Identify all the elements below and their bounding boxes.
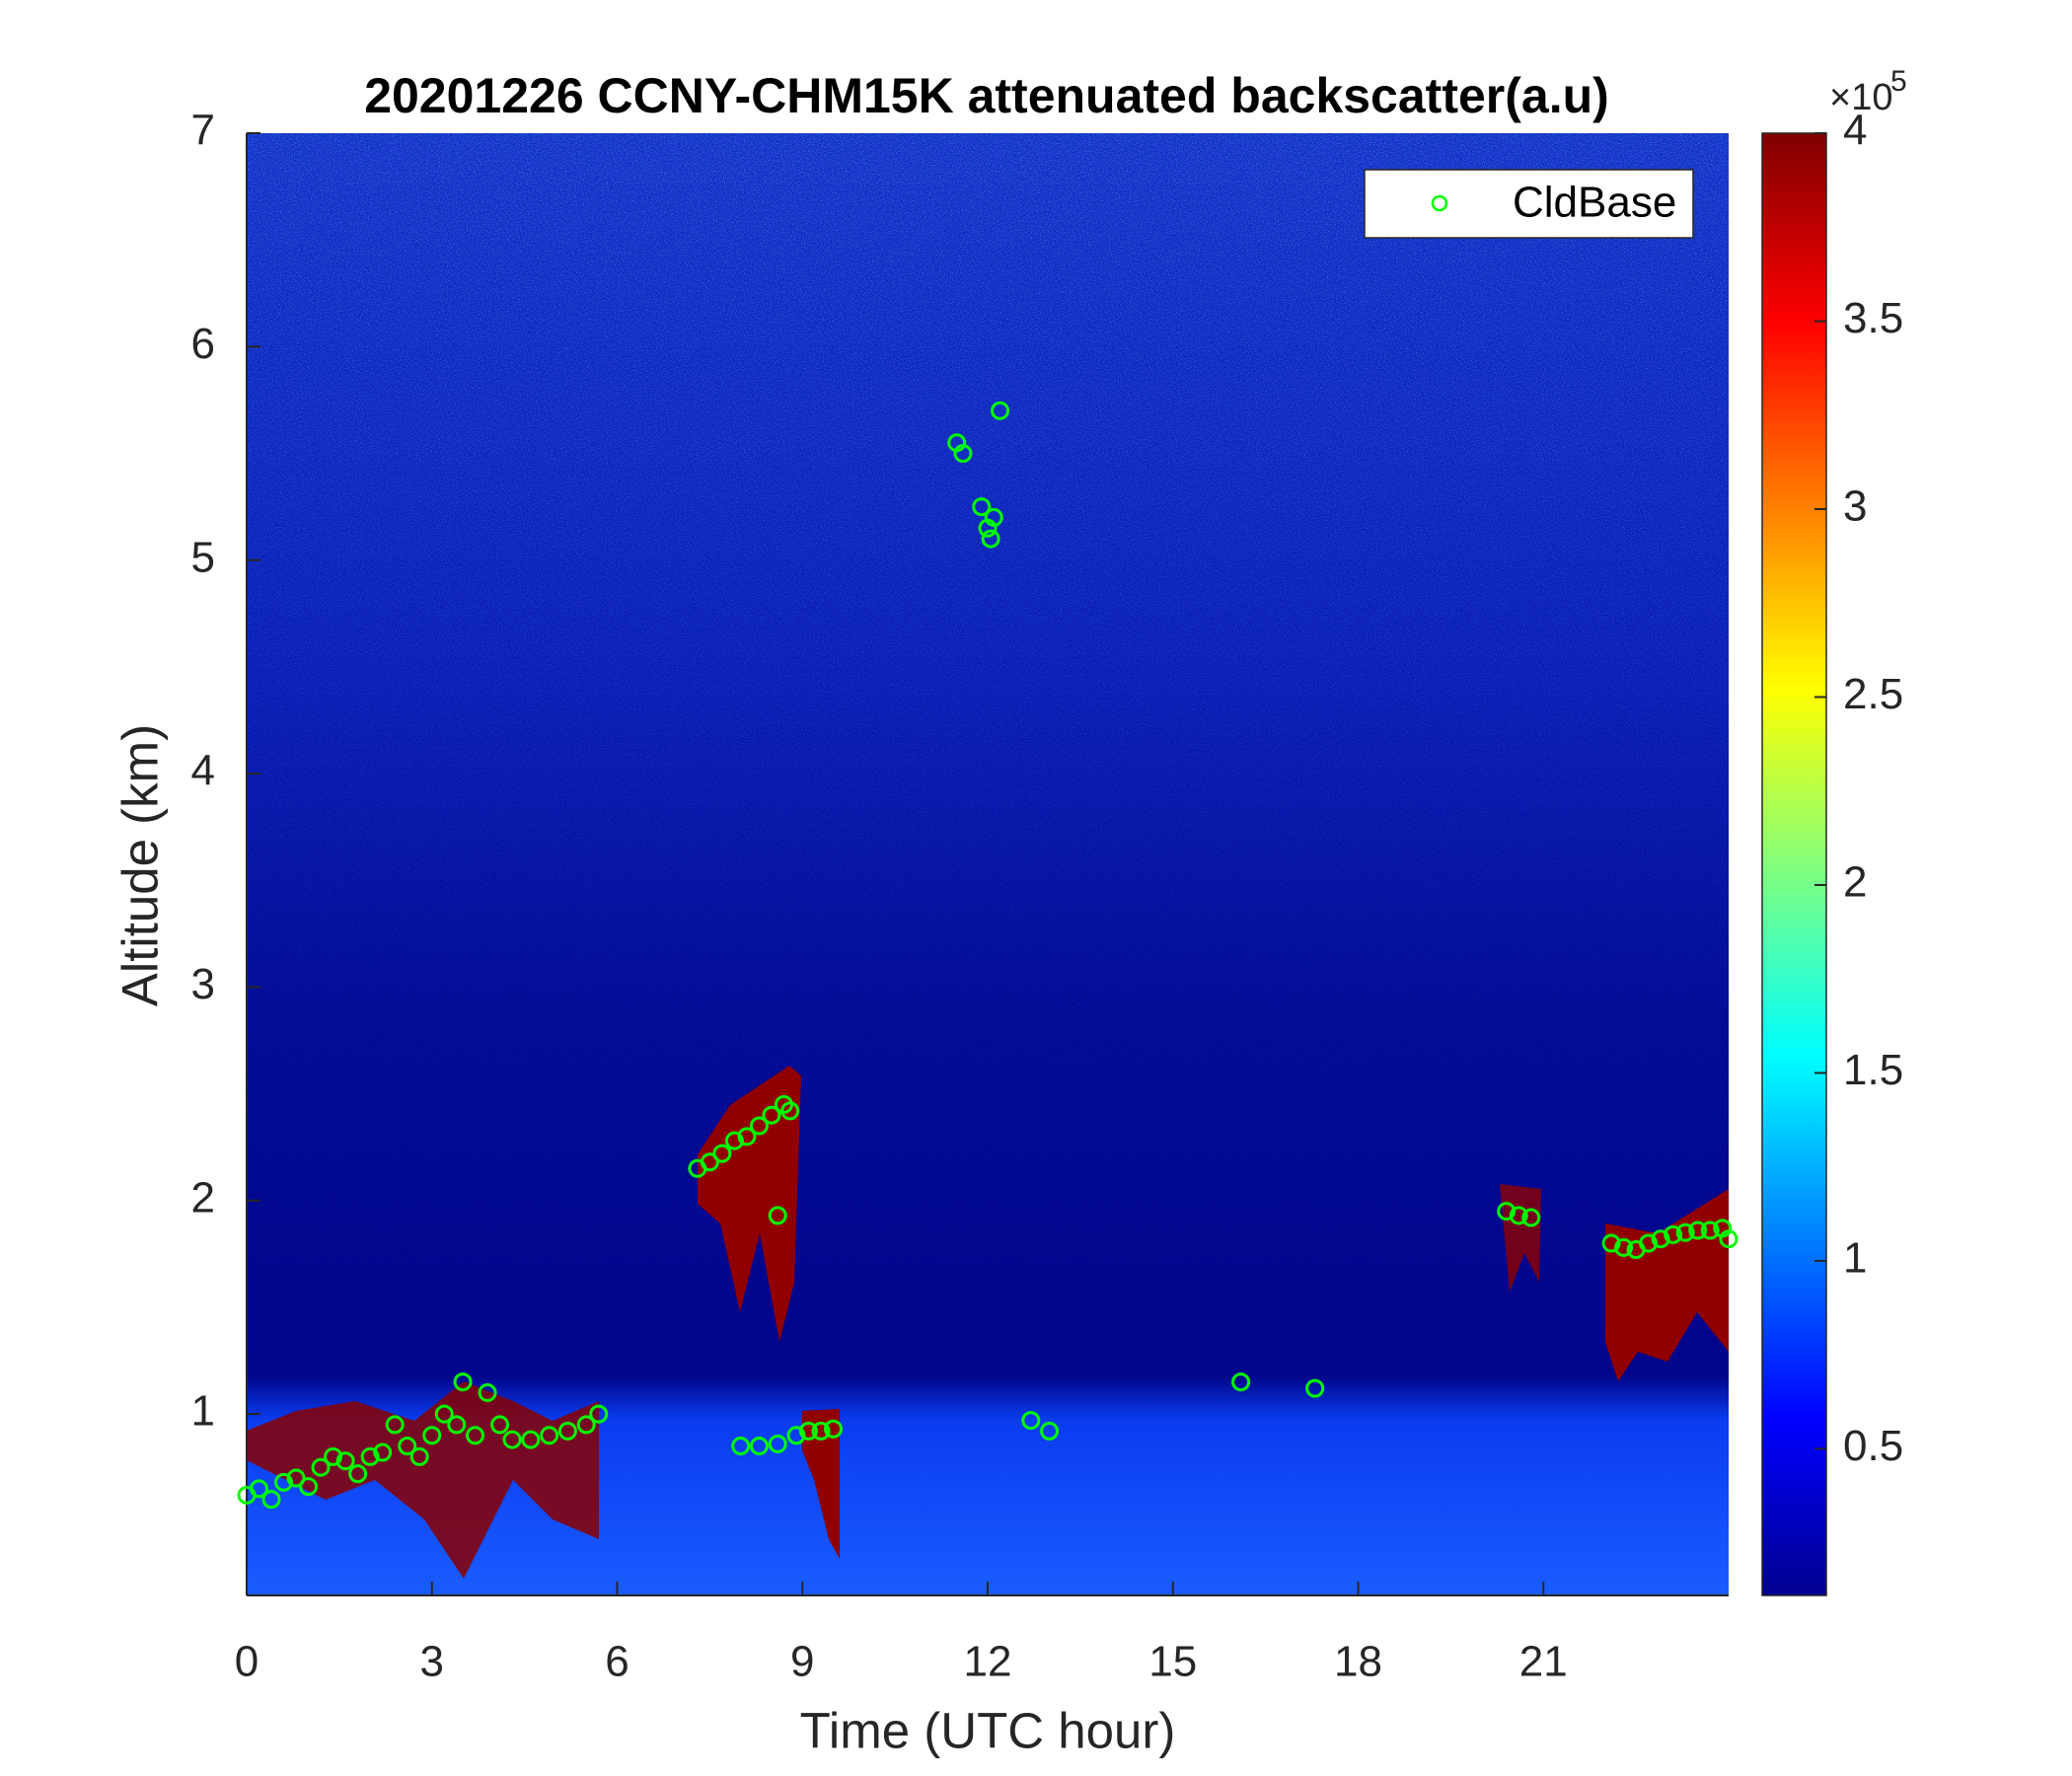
cloud-base-point	[786, 1426, 806, 1445]
x-tick-label: 0	[235, 1638, 259, 1686]
colorbar-tick-label: 0.5	[1843, 1422, 1903, 1470]
cloud-base-point	[286, 1468, 306, 1488]
y-tick-label: 1	[191, 1387, 215, 1436]
cloud-base-point	[1700, 1221, 1720, 1240]
cloud-base-point	[1231, 1372, 1251, 1392]
x-tick-label: 9	[790, 1638, 814, 1686]
backscatter-image	[247, 133, 1729, 1595]
cloud-base-point	[731, 1437, 751, 1456]
cloud-base-point	[981, 529, 1000, 549]
x-tick-label: 21	[1519, 1638, 1568, 1686]
cloud-base-point	[466, 1426, 485, 1445]
cloud-base-point	[398, 1437, 417, 1456]
legend-label: CldBase	[1513, 179, 1676, 227]
cloud-base-point	[972, 497, 992, 517]
cloud-base-point	[984, 507, 1003, 527]
x-axis-label: Time (UTC hour)	[800, 1702, 1176, 1758]
colorbar-tick-label: 3.5	[1843, 294, 1903, 342]
cloud-base-point	[422, 1426, 442, 1445]
cloud-base-point	[953, 444, 973, 464]
cloud-base-point	[1719, 1229, 1739, 1249]
cloud-base-point	[274, 1472, 294, 1492]
cloud-base-point	[768, 1206, 787, 1225]
y-tick-label: 6	[191, 320, 215, 368]
cloud-base-point	[737, 1127, 757, 1147]
cloud-base-point	[250, 1479, 269, 1499]
y-tick-label: 3	[191, 960, 215, 1008]
x-tick-label: 18	[1334, 1638, 1382, 1686]
cloud-base-point	[824, 1419, 844, 1439]
cloud-base-point	[1601, 1233, 1621, 1253]
cloud-base-point	[780, 1101, 800, 1121]
cloud-base-point	[502, 1430, 522, 1449]
cloud-base-point	[447, 1415, 467, 1435]
x-tick-label: 3	[420, 1638, 444, 1686]
cloud-base-point	[1675, 1222, 1695, 1242]
cloud-base-point	[557, 1421, 577, 1441]
cloud-base-point	[1664, 1224, 1683, 1244]
colorbar-tick-label: 2.5	[1843, 670, 1903, 718]
cloud-base-point	[1614, 1237, 1634, 1257]
cloud-base-point	[799, 1421, 819, 1441]
colorbar-tick-label: 1	[1843, 1234, 1867, 1283]
cloud-base-point	[762, 1105, 781, 1125]
x-tick-label: 15	[1148, 1638, 1197, 1686]
colorbar-tick-label: 1.5	[1843, 1046, 1903, 1094]
cloud-base-point	[724, 1131, 744, 1150]
cloud-base-point	[700, 1152, 719, 1172]
cloud-base-point	[335, 1451, 355, 1471]
colorbar-tick-label: 2	[1843, 858, 1867, 907]
cloud-base-point	[1305, 1378, 1325, 1398]
cloud-base-point	[1040, 1421, 1060, 1441]
cloud-base-point	[1021, 1411, 1041, 1431]
cloud-base-point	[1639, 1233, 1659, 1253]
colorbar-exponent-base: ×10	[1829, 77, 1892, 118]
legend-box	[1364, 169, 1694, 239]
legend: CldBase	[1364, 169, 1694, 239]
cloud-base-point	[991, 401, 1010, 420]
cloud-base-point	[478, 1382, 497, 1402]
cloud-base-point	[360, 1446, 380, 1466]
cloud-base-point	[299, 1477, 319, 1497]
cloud-base-point	[749, 1116, 769, 1136]
legend-marker	[1431, 194, 1448, 212]
cloud-base-point	[712, 1144, 732, 1163]
cloud-base-point	[1509, 1206, 1528, 1225]
cloud-base-point	[811, 1421, 831, 1441]
cloud-base-point	[261, 1490, 281, 1510]
y-tick-label: 4	[191, 747, 215, 795]
colorbar	[1761, 132, 1827, 1596]
cloud-base-point	[540, 1426, 559, 1445]
y-axis-label: Altitude (km)	[111, 724, 168, 1006]
cloud-base-point	[589, 1404, 609, 1424]
y-tick-label: 2	[191, 1173, 215, 1221]
cloud-base-point	[768, 1434, 787, 1453]
cloud-base-point	[434, 1404, 454, 1424]
cloud-base-point	[348, 1464, 368, 1484]
cloud-base-point	[385, 1415, 405, 1435]
cloud-base-point	[1688, 1221, 1708, 1240]
cloud-base-point	[311, 1457, 331, 1477]
cloud-base-point	[409, 1446, 429, 1466]
cloud-base-point	[576, 1415, 596, 1435]
cloud-base-point	[324, 1446, 343, 1466]
x-tick-label: 12	[964, 1638, 1012, 1686]
cloud-base-point	[749, 1437, 769, 1456]
colorbar-exponent-power: 5	[1890, 65, 1907, 98]
cloud-base-point	[1497, 1202, 1517, 1221]
cloud-base-point	[1651, 1229, 1670, 1249]
cloud-base-point	[521, 1430, 541, 1449]
cloud-base-point	[373, 1443, 393, 1462]
cloud-base-point	[453, 1372, 473, 1392]
chart-title: 20201226 CCNY-CHM15K attenuated backscat…	[364, 68, 1609, 123]
y-tick-label: 7	[191, 107, 215, 155]
colorbar-tick-label: 4	[1843, 107, 1867, 155]
cloud-base-point	[490, 1415, 510, 1435]
colorbar-tick-label: 3	[1843, 482, 1867, 531]
y-tick-label: 5	[191, 533, 215, 581]
x-tick-label: 6	[605, 1638, 629, 1686]
cloud-base-point	[1521, 1208, 1541, 1227]
